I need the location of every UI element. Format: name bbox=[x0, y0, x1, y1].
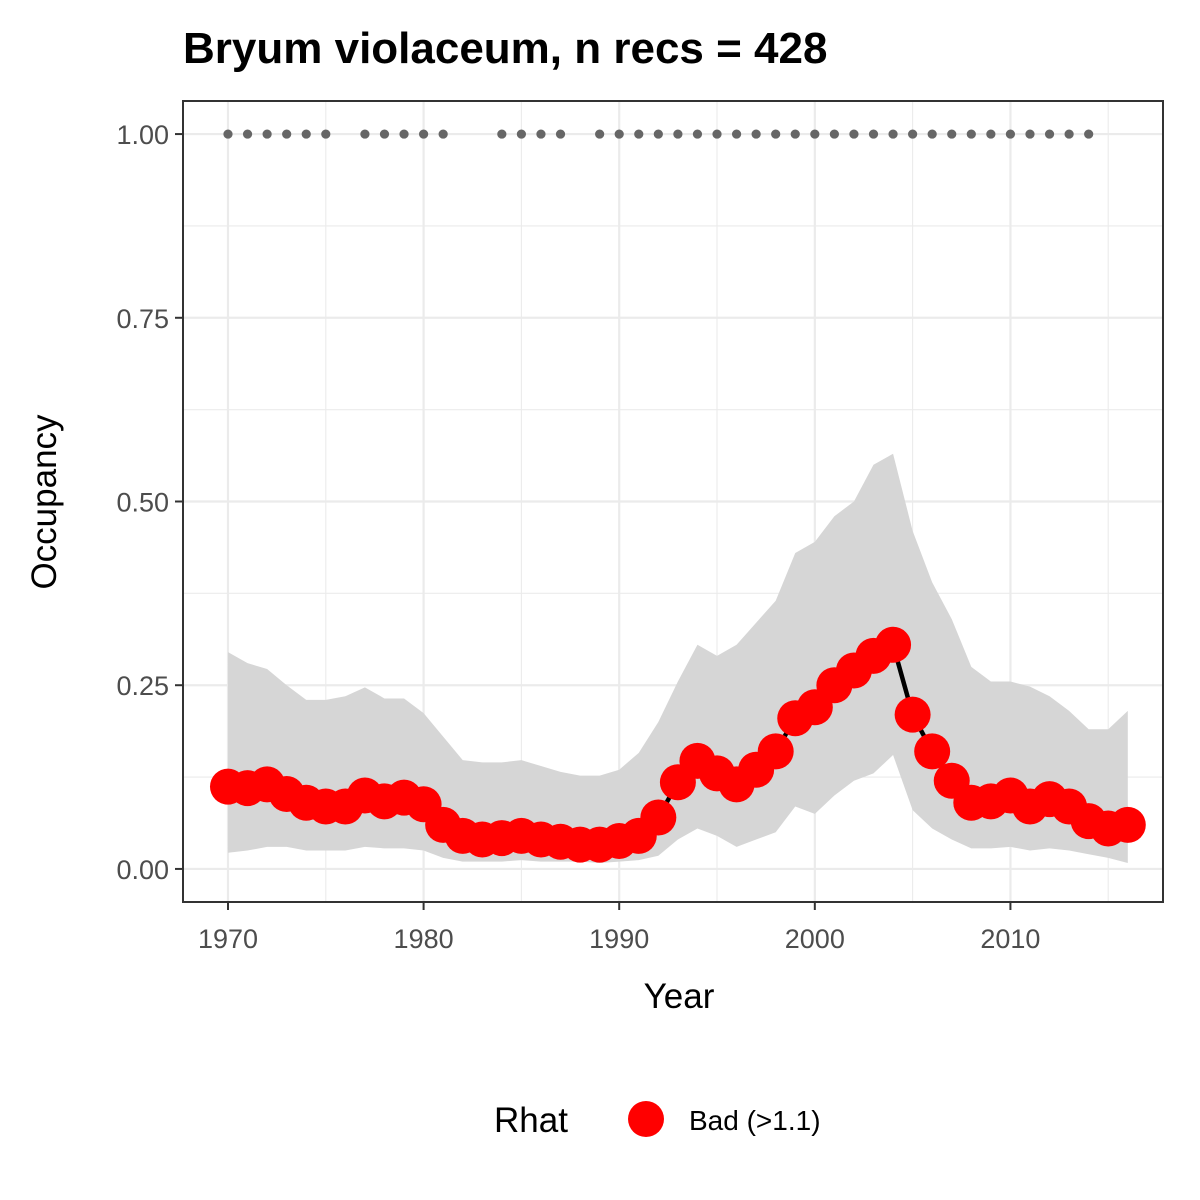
record-marker-1996 bbox=[731, 129, 742, 139]
record-marker-1974 bbox=[301, 129, 311, 139]
record-marker-1970 bbox=[223, 129, 233, 139]
y-tick-label-4: 1.00 bbox=[116, 120, 169, 150]
legend: Rhat Bad (>1.1) bbox=[494, 1101, 821, 1140]
record-marker-1975 bbox=[321, 129, 331, 139]
record-marker-1971 bbox=[242, 129, 253, 139]
occupancy-point-2016 bbox=[1109, 806, 1146, 843]
record-marker-1995 bbox=[712, 129, 722, 139]
x-tick-label-1970: 1970 bbox=[198, 924, 258, 954]
record-marker-1989 bbox=[595, 129, 605, 139]
occupancy-point-1992 bbox=[640, 799, 677, 836]
record-marker-2007 bbox=[947, 129, 957, 139]
legend-title: Rhat bbox=[494, 1101, 568, 1140]
record-marker-2001 bbox=[829, 129, 839, 139]
record-marker-1991 bbox=[634, 129, 644, 139]
record-marker-2013 bbox=[1064, 129, 1074, 139]
record-marker-2002 bbox=[849, 129, 859, 139]
record-marker-1998 bbox=[771, 129, 781, 139]
ribbon-area bbox=[227, 453, 1128, 864]
record-marker-2009 bbox=[986, 129, 996, 139]
y-axis-title: Occupancy bbox=[25, 414, 64, 590]
occupancy-point-2005 bbox=[894, 696, 931, 733]
record-marker-2008 bbox=[966, 129, 976, 139]
occupancy-point-2006 bbox=[914, 733, 951, 770]
record-marker-2010 bbox=[1005, 129, 1016, 139]
record-marker-1993 bbox=[673, 129, 683, 139]
record-marker-1992 bbox=[653, 129, 663, 139]
confidence-ribbon bbox=[227, 453, 1128, 864]
record-marker-1999 bbox=[790, 129, 800, 139]
x-axis: 1970 1980 1990 2000 2010 bbox=[198, 902, 1040, 954]
y-tick-label-1: 0.25 bbox=[116, 671, 169, 701]
record-marker-2000 bbox=[810, 129, 820, 139]
y-tick-label-2: 0.50 bbox=[116, 488, 169, 518]
record-marker-1994 bbox=[692, 129, 703, 139]
record-marker-2011 bbox=[1025, 129, 1035, 139]
record-marker-1980 bbox=[418, 129, 429, 139]
record-marker-2014 bbox=[1084, 129, 1094, 139]
record-marker-1997 bbox=[751, 129, 761, 139]
record-markers bbox=[223, 129, 1094, 139]
record-marker-1972 bbox=[262, 129, 272, 139]
record-marker-2012 bbox=[1044, 129, 1055, 139]
occupancy-point-1998 bbox=[757, 733, 794, 770]
record-marker-2006 bbox=[927, 129, 937, 139]
record-marker-1987 bbox=[555, 129, 566, 139]
x-tick-label-2010: 2010 bbox=[980, 924, 1040, 954]
x-tick-label-1990: 1990 bbox=[589, 924, 649, 954]
record-marker-1973 bbox=[282, 129, 292, 139]
legend-key-bad bbox=[628, 1101, 664, 1137]
record-marker-1984 bbox=[497, 129, 507, 139]
legend-label-bad: Bad (>1.1) bbox=[689, 1105, 821, 1136]
record-marker-2003 bbox=[868, 129, 879, 139]
y-tick-label-3: 0.75 bbox=[116, 304, 169, 334]
x-axis-title: Year bbox=[644, 977, 715, 1016]
record-marker-1981 bbox=[438, 129, 448, 139]
record-marker-1979 bbox=[399, 129, 409, 139]
x-tick-label-1980: 1980 bbox=[394, 924, 454, 954]
y-axis: 0.00 0.25 0.50 0.75 1.00 bbox=[116, 120, 183, 885]
record-marker-2005 bbox=[908, 129, 918, 139]
record-marker-1978 bbox=[379, 129, 390, 139]
record-marker-2004 bbox=[888, 129, 898, 139]
record-marker-1990 bbox=[614, 129, 624, 139]
occupancy-points bbox=[209, 626, 1146, 863]
record-marker-1977 bbox=[360, 129, 370, 139]
y-tick-label-0: 0.00 bbox=[116, 855, 169, 885]
record-marker-1985 bbox=[516, 129, 527, 139]
chart-title: Bryum violaceum, n recs = 428 bbox=[183, 24, 827, 73]
occupancy-point-2004 bbox=[875, 626, 912, 663]
record-marker-1986 bbox=[536, 129, 546, 139]
x-tick-label-2000: 2000 bbox=[785, 924, 845, 954]
